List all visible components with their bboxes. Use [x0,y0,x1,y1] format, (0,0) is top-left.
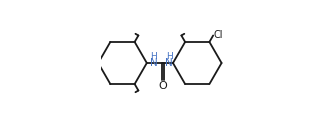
Text: O: O [159,81,167,91]
Text: H: H [166,52,172,61]
Text: Cl: Cl [214,30,223,40]
Text: H: H [151,52,157,61]
Text: N: N [150,58,157,68]
Text: N: N [165,58,173,68]
